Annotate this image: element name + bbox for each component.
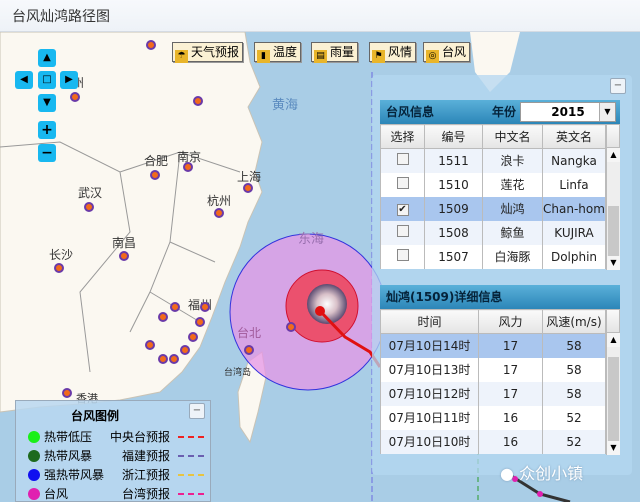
city-marker[interactable]	[119, 251, 129, 261]
select-checkbox[interactable]: ✔	[396, 204, 409, 216]
typhoon-button[interactable]: ◎ 台风	[423, 42, 471, 63]
city-marker[interactable]	[195, 317, 205, 327]
pan-left-button[interactable]: ◀	[15, 71, 33, 89]
city-marker[interactable]	[158, 312, 168, 322]
sea-label: 黄海	[272, 98, 299, 113]
city-marker[interactable]	[286, 322, 296, 332]
zoom-out-button[interactable]: −	[38, 144, 56, 162]
column-header: 编号	[424, 124, 483, 149]
rain-icon: ▤	[314, 50, 327, 63]
city-marker[interactable]	[54, 263, 64, 273]
legend-item: 台风 台湾预报	[28, 485, 208, 503]
city-label: 上海	[237, 170, 262, 184]
page-title: 台风灿鸿路径图	[0, 0, 640, 32]
mainland	[0, 32, 263, 413]
select-checkbox[interactable]	[396, 177, 409, 189]
chevron-down-icon[interactable]: ▼	[599, 103, 615, 121]
watermark: ● 众创小镇	[500, 460, 583, 484]
wind-button[interactable]: ⚑ 风情	[369, 42, 417, 63]
rainfall-button[interactable]: ▤ 雨量	[311, 42, 359, 63]
watermark-text: 众创小镇	[519, 464, 584, 483]
weather-icon: ☂	[175, 50, 188, 63]
city-label: 武汉	[78, 186, 103, 200]
legend-item: 强热带风暴 浙江预报	[28, 466, 208, 484]
select-checkbox[interactable]	[396, 249, 409, 261]
panel-minimize-button[interactable]: −	[610, 78, 626, 94]
city-label: 合肥	[144, 154, 169, 168]
pan-down-button[interactable]: ▼	[38, 94, 56, 112]
column-header: 风速(m/s)	[542, 309, 606, 334]
city-label: 南昌	[112, 236, 137, 250]
city-label: 台北	[237, 326, 262, 340]
table-row[interactable]: 07月10日13时 17 58	[380, 357, 606, 382]
city-marker[interactable]	[188, 332, 198, 342]
zoom-in-button[interactable]: +	[38, 121, 56, 139]
scroll-up-icon[interactable]: ▲	[607, 333, 620, 347]
select-checkbox[interactable]	[396, 153, 409, 166]
table-row[interactable]: 07月10日14时 17 58	[380, 333, 606, 358]
city-marker[interactable]	[183, 162, 193, 172]
city-marker[interactable]	[244, 345, 254, 355]
table-row[interactable]: 1510 莲花 Linfa	[380, 172, 606, 197]
wind-flag-icon: ⚑	[372, 50, 385, 63]
city-marker[interactable]	[214, 208, 224, 218]
island-label: 台湾岛	[224, 368, 252, 378]
temperature-button[interactable]: ▮ 温度	[254, 42, 302, 63]
city-marker[interactable]	[200, 302, 210, 312]
city-marker[interactable]	[158, 354, 168, 364]
column-header: 中文名	[482, 124, 543, 149]
city-marker[interactable]	[169, 354, 179, 364]
table-row[interactable]: ✔ 1509 灿鸿 Chan-hom	[380, 196, 606, 221]
scroll-down-icon[interactable]: ▼	[607, 256, 620, 270]
typhoon-info-header: 台风信息 年份 2015 ▼	[380, 100, 620, 124]
pan-center-button[interactable]: □	[38, 71, 56, 89]
weather-forecast-button[interactable]: ☂ 天气预报	[172, 42, 244, 63]
city-marker[interactable]	[243, 183, 253, 193]
thermometer-icon: ▮	[257, 50, 270, 63]
city-marker[interactable]	[70, 92, 80, 102]
typhoon-table-scrollbar[interactable]: ▲ ▼	[606, 148, 620, 270]
pan-up-button[interactable]: ▲	[38, 49, 56, 67]
column-header: 选择	[380, 124, 425, 149]
sea-label: 东海	[298, 232, 325, 247]
city-marker[interactable]	[145, 340, 155, 350]
year-select[interactable]: 2015 ▼	[520, 102, 616, 122]
typhoon-icon: ◎	[426, 50, 439, 63]
city-marker[interactable]	[146, 40, 156, 50]
table-row[interactable]: 1511 浪卡 Nangka	[380, 148, 606, 173]
city-label: 长沙	[49, 248, 74, 262]
table-row[interactable]: 07月10日11时 16 52	[380, 405, 606, 430]
wechat-icon: ●	[500, 464, 514, 483]
column-header: 风力	[478, 309, 543, 334]
city-marker[interactable]	[62, 388, 72, 398]
scroll-up-icon[interactable]: ▲	[607, 148, 620, 162]
legend-minimize-button[interactable]: −	[189, 403, 205, 419]
scroll-down-icon[interactable]: ▼	[607, 441, 620, 455]
legend-item: 热带风暴 福建预报	[28, 447, 208, 465]
table-row[interactable]: 07月10日12时 17 58	[380, 381, 606, 406]
detail-table-scrollbar[interactable]: ▲ ▼	[606, 333, 620, 455]
city-marker[interactable]	[84, 202, 94, 212]
year-label: 年份	[492, 105, 517, 119]
column-header: 时间	[380, 309, 479, 334]
typhoon-info-title: 台风信息	[386, 105, 435, 119]
legend-title: 台风图例	[71, 409, 120, 423]
city-marker[interactable]	[180, 345, 190, 355]
typhoon-table: 选择 编号 中文名 英文名 1511 浪卡 Nangka 1510 莲花 Linfa ✔ 150…	[380, 124, 606, 269]
select-checkbox[interactable]	[396, 225, 409, 237]
pan-right-button[interactable]: ▶	[60, 71, 78, 89]
legend-item: 热带低压 中央台预报	[28, 428, 208, 446]
table-row[interactable]: 1507 白海豚 Dolphin	[380, 244, 606, 269]
detail-header: 灿鸿(1509)详细信息	[380, 285, 620, 309]
city-marker[interactable]	[193, 96, 203, 106]
column-header: 英文名	[542, 124, 606, 149]
table-row[interactable]: 1508 鲸鱼 KUJIRA	[380, 220, 606, 245]
city-marker[interactable]	[150, 170, 160, 180]
city-label: 杭州	[207, 194, 232, 208]
detail-table: 时间 风力 风速(m/s) 07月10日14时 17 58 07月10日13时 17 58 …	[380, 309, 606, 454]
city-marker[interactable]	[170, 302, 180, 312]
city-label: 南京	[177, 150, 202, 164]
table-row[interactable]: 07月10日10时 16 52	[380, 429, 606, 454]
typhoon-legend: 台风图例 − 热带低压 中央台预报 热带风暴 福建预报 强热带风暴 浙江预报 台风 台湾…	[15, 400, 211, 502]
